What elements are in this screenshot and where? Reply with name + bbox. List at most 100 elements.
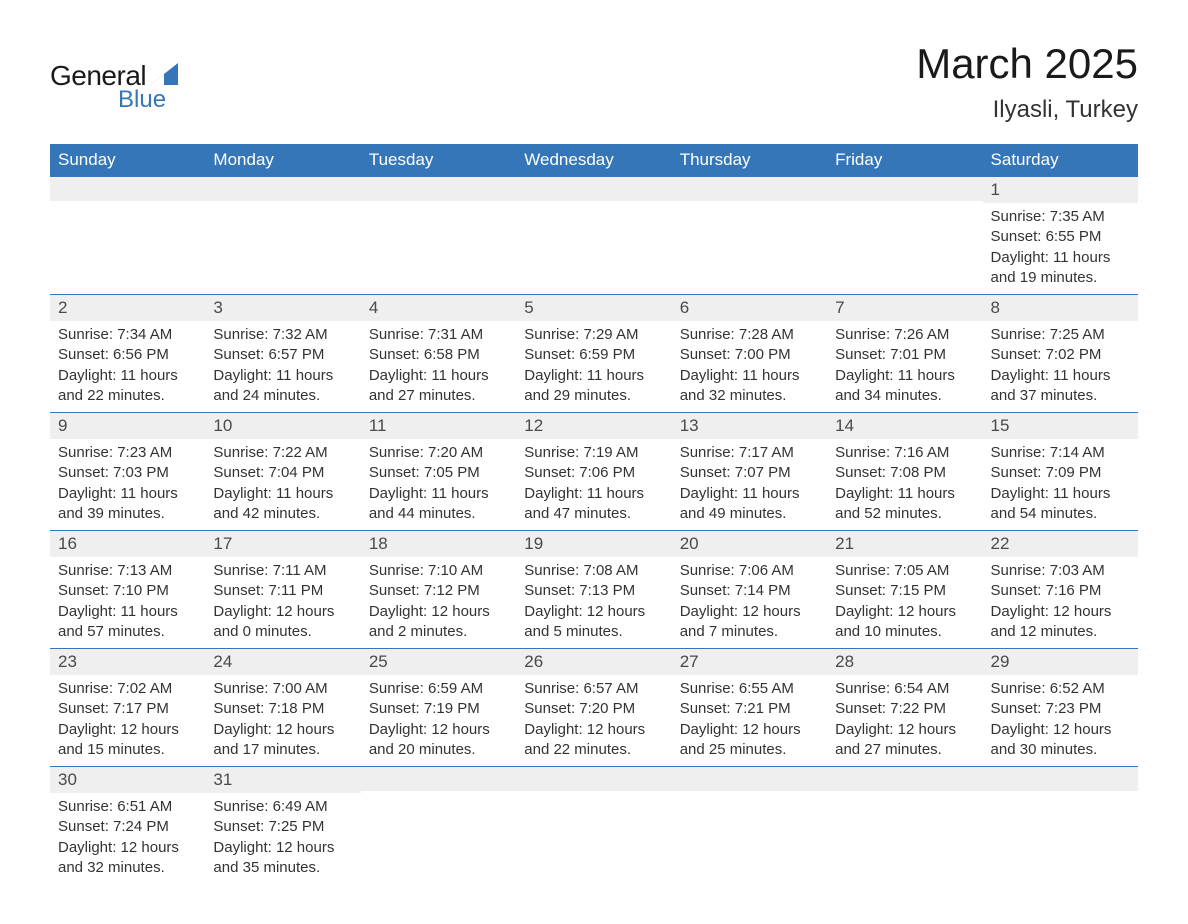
weekday-header: Saturday [983,144,1138,177]
day-content [672,791,827,851]
day-number [205,177,360,201]
daylight-text: Daylight: 12 hours and 7 minutes. [680,602,819,643]
sunrise-text: Sunrise: 7:35 AM [991,207,1130,227]
day-number: 18 [361,531,516,557]
sunset-text: Sunset: 7:04 PM [213,463,352,483]
day-number: 10 [205,413,360,439]
daylight-text: Daylight: 11 hours and 22 minutes. [58,366,197,407]
sunset-text: Sunset: 7:17 PM [58,699,197,719]
calendar-day-cell: 12Sunrise: 7:19 AMSunset: 7:06 PMDayligh… [516,413,671,531]
sunset-text: Sunset: 7:01 PM [835,345,974,365]
sunrise-text: Sunrise: 7:05 AM [835,561,974,581]
sunrise-text: Sunrise: 7:13 AM [58,561,197,581]
day-number [672,767,827,791]
daylight-text: Daylight: 11 hours and 19 minutes. [991,248,1130,289]
daylight-text: Daylight: 12 hours and 15 minutes. [58,720,197,761]
calendar-day-cell [827,767,982,885]
header: General Blue March 2025 Ilyasli, Turkey [50,40,1138,124]
sunset-text: Sunset: 7:23 PM [991,699,1130,719]
daylight-text: Daylight: 12 hours and 17 minutes. [213,720,352,761]
sunrise-text: Sunrise: 6:52 AM [991,679,1130,699]
daylight-text: Daylight: 12 hours and 20 minutes. [369,720,508,761]
day-number: 30 [50,767,205,793]
sunset-text: Sunset: 7:25 PM [213,817,352,837]
day-content [827,791,982,851]
weekday-header: Wednesday [516,144,671,177]
day-number: 2 [50,295,205,321]
calendar-day-cell: 17Sunrise: 7:11 AMSunset: 7:11 PMDayligh… [205,531,360,649]
calendar-day-cell [361,177,516,295]
day-number [361,767,516,791]
daylight-text: Daylight: 12 hours and 27 minutes. [835,720,974,761]
sunset-text: Sunset: 7:02 PM [991,345,1130,365]
sunrise-text: Sunrise: 6:49 AM [213,797,352,817]
sunset-text: Sunset: 7:19 PM [369,699,508,719]
sunrise-text: Sunrise: 7:25 AM [991,325,1130,345]
day-number: 17 [205,531,360,557]
daylight-text: Daylight: 11 hours and 54 minutes. [991,484,1130,525]
daylight-text: Daylight: 12 hours and 30 minutes. [991,720,1130,761]
sunset-text: Sunset: 7:24 PM [58,817,197,837]
daylight-text: Daylight: 11 hours and 27 minutes. [369,366,508,407]
calendar-day-cell [50,177,205,295]
day-content [361,201,516,261]
calendar-day-cell [827,177,982,295]
day-content: Sunrise: 6:52 AMSunset: 7:23 PMDaylight:… [983,675,1138,766]
sunrise-text: Sunrise: 7:03 AM [991,561,1130,581]
sunset-text: Sunset: 7:08 PM [835,463,974,483]
calendar-day-cell: 27Sunrise: 6:55 AMSunset: 7:21 PMDayligh… [672,649,827,767]
day-content [516,791,671,851]
day-content [205,201,360,261]
calendar-day-cell: 23Sunrise: 7:02 AMSunset: 7:17 PMDayligh… [50,649,205,767]
daylight-text: Daylight: 12 hours and 35 minutes. [213,838,352,879]
sunrise-text: Sunrise: 7:16 AM [835,443,974,463]
sunset-text: Sunset: 7:12 PM [369,581,508,601]
calendar-day-cell: 7Sunrise: 7:26 AMSunset: 7:01 PMDaylight… [827,295,982,413]
calendar-day-cell: 26Sunrise: 6:57 AMSunset: 7:20 PMDayligh… [516,649,671,767]
calendar-day-cell: 8Sunrise: 7:25 AMSunset: 7:02 PMDaylight… [983,295,1138,413]
logo-text-blue: Blue [118,86,166,114]
day-content: Sunrise: 6:59 AMSunset: 7:19 PMDaylight:… [361,675,516,766]
day-content: Sunrise: 7:08 AMSunset: 7:13 PMDaylight:… [516,557,671,648]
calendar-week-row: 23Sunrise: 7:02 AMSunset: 7:17 PMDayligh… [50,649,1138,767]
day-content: Sunrise: 7:02 AMSunset: 7:17 PMDaylight:… [50,675,205,766]
calendar-day-cell: 30Sunrise: 6:51 AMSunset: 7:24 PMDayligh… [50,767,205,885]
sunrise-text: Sunrise: 7:29 AM [524,325,663,345]
day-content: Sunrise: 6:49 AMSunset: 7:25 PMDaylight:… [205,793,360,884]
sunrise-text: Sunrise: 7:11 AM [213,561,352,581]
day-content [983,791,1138,851]
day-content: Sunrise: 7:34 AMSunset: 6:56 PMDaylight:… [50,321,205,412]
day-number [672,177,827,201]
sunset-text: Sunset: 6:58 PM [369,345,508,365]
day-content: Sunrise: 6:57 AMSunset: 7:20 PMDaylight:… [516,675,671,766]
sunrise-text: Sunrise: 7:08 AM [524,561,663,581]
sunrise-text: Sunrise: 7:00 AM [213,679,352,699]
sunset-text: Sunset: 7:13 PM [524,581,663,601]
sunrise-text: Sunrise: 7:06 AM [680,561,819,581]
day-number: 7 [827,295,982,321]
sunset-text: Sunset: 7:09 PM [991,463,1130,483]
day-number: 27 [672,649,827,675]
day-number: 23 [50,649,205,675]
sunrise-text: Sunrise: 7:10 AM [369,561,508,581]
calendar-day-cell: 31Sunrise: 6:49 AMSunset: 7:25 PMDayligh… [205,767,360,885]
day-number: 31 [205,767,360,793]
month-title: March 2025 [916,40,1138,88]
sunrise-text: Sunrise: 7:14 AM [991,443,1130,463]
daylight-text: Daylight: 12 hours and 10 minutes. [835,602,974,643]
logo: General Blue [50,40,178,114]
day-number: 26 [516,649,671,675]
sunset-text: Sunset: 6:55 PM [991,227,1130,247]
sunset-text: Sunset: 7:14 PM [680,581,819,601]
sunrise-text: Sunrise: 6:57 AM [524,679,663,699]
day-content: Sunrise: 7:25 AMSunset: 7:02 PMDaylight:… [983,321,1138,412]
sunrise-text: Sunrise: 7:32 AM [213,325,352,345]
sunrise-text: Sunrise: 7:19 AM [524,443,663,463]
sunrise-text: Sunrise: 7:26 AM [835,325,974,345]
sunset-text: Sunset: 6:59 PM [524,345,663,365]
sunset-text: Sunset: 7:06 PM [524,463,663,483]
daylight-text: Daylight: 12 hours and 25 minutes. [680,720,819,761]
day-content: Sunrise: 7:29 AMSunset: 6:59 PMDaylight:… [516,321,671,412]
sunrise-text: Sunrise: 7:31 AM [369,325,508,345]
calendar-day-cell: 5Sunrise: 7:29 AMSunset: 6:59 PMDaylight… [516,295,671,413]
